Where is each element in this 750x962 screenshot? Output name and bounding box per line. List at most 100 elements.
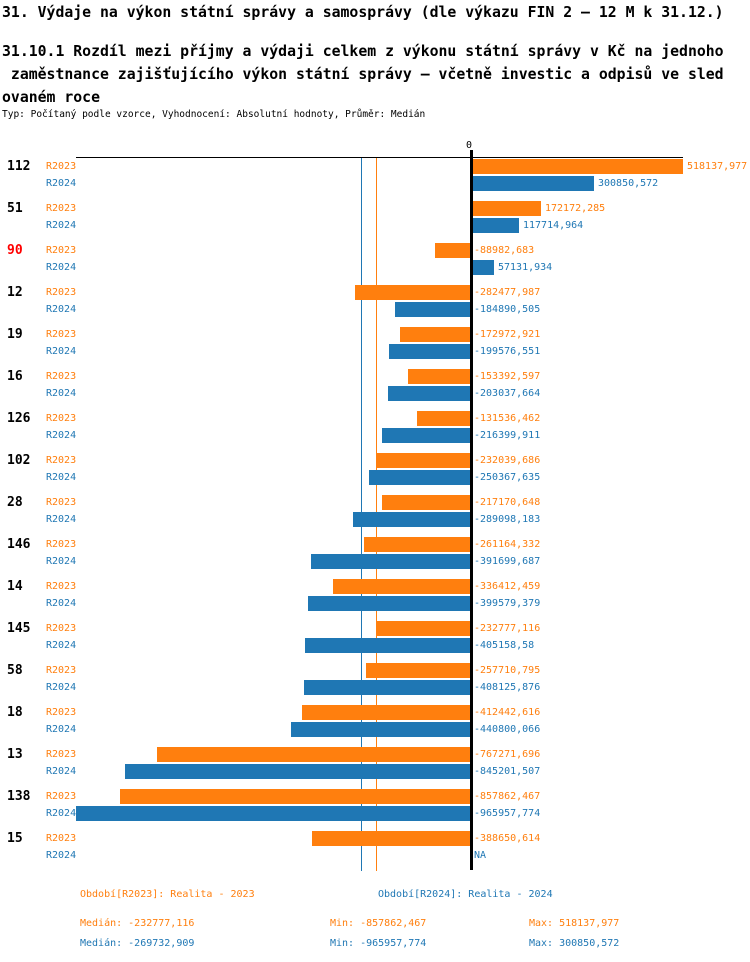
category-label: 51 (7, 201, 23, 216)
series-label-r2023: R2023 (46, 665, 77, 676)
report-subtitle-line-1: 31.10.1 Rozdíl mezi příjmy a výdaji celk… (2, 43, 724, 60)
zero-axis-line (469, 150, 473, 870)
value-label-r2024: -184890,505 (474, 304, 541, 315)
value-label-r2023: -232777,116 (474, 623, 541, 634)
series-label-r2023: R2023 (46, 791, 77, 802)
bar-r2024 (353, 512, 471, 527)
category-label: 138 (7, 789, 31, 804)
series-label-r2024: R2024 (46, 766, 77, 777)
series-label-r2024: R2024 (46, 724, 77, 735)
stat-min-r2024: Min: -965957,774 (330, 938, 427, 949)
value-label-r2023: -131536,462 (474, 413, 541, 424)
category-label: 112 (7, 159, 31, 174)
series-label-r2023: R2023 (46, 455, 77, 466)
category-label: 14 (7, 579, 23, 594)
value-label-r2024: -216399,911 (474, 430, 541, 441)
series-label-r2023: R2023 (46, 329, 77, 340)
value-label-r2024: 57131,934 (498, 262, 553, 273)
category-label: 146 (7, 537, 31, 552)
bar-r2023 (435, 243, 471, 258)
value-label-r2023: 518137,977 (687, 161, 748, 172)
value-label-r2024: -405158,58 (474, 640, 535, 651)
bar-r2024 (395, 302, 471, 317)
report-meta-line: Typ: Počítaný podle vzorce, Vyhodnocení:… (2, 109, 426, 120)
series-label-r2023: R2023 (46, 413, 77, 424)
series-label-r2023: R2023 (46, 203, 77, 214)
value-label-r2024: 300850,572 (598, 178, 659, 189)
series-label-r2024: R2024 (46, 220, 77, 231)
report-title: 31. Výdaje na výkon státní správy a samo… (2, 4, 724, 21)
value-label-r2023: -336412,459 (474, 581, 541, 592)
series-label-r2023: R2023 (46, 539, 77, 550)
bar-r2023 (157, 747, 471, 762)
series-label-r2024: R2024 (46, 850, 77, 861)
category-label: 58 (7, 663, 23, 678)
category-label: 16 (7, 369, 23, 384)
bar-r2024 (471, 218, 519, 233)
category-label: 126 (7, 411, 31, 426)
stat-median-r2023: Medián: -232777,116 (80, 918, 195, 929)
bar-r2023 (471, 201, 541, 216)
bar-r2024 (311, 554, 471, 569)
bar-r2023 (408, 369, 471, 384)
value-label-r2023: 172172,285 (545, 203, 606, 214)
series-label-r2024: R2024 (46, 598, 77, 609)
value-label-r2023: -412442,616 (474, 707, 541, 718)
bar-r2023 (312, 831, 471, 846)
bar-r2023 (120, 789, 471, 804)
bar-r2023 (355, 285, 471, 300)
bar-r2023 (471, 159, 683, 174)
category-label: 90 (7, 243, 23, 258)
series-label-r2023: R2023 (46, 497, 77, 508)
value-label-r2024: NA (474, 850, 487, 861)
series-label-r2023: R2023 (46, 623, 77, 634)
legend-r2023: Období[R2023]: Realita - 2023 (80, 889, 255, 900)
value-label-r2024: -203037,664 (474, 388, 541, 399)
legend-r2024: Období[R2024]: Realita - 2024 (378, 889, 553, 900)
report-subtitle-line-2: zaměstnance zajišťujícího výkon státní s… (2, 66, 724, 83)
bar-r2023 (382, 495, 471, 510)
value-label-r2023: -261164,332 (474, 539, 541, 550)
bar-r2023 (376, 453, 471, 468)
stat-max-r2023: Max: 518137,977 (529, 918, 620, 929)
bar-r2024 (125, 764, 471, 779)
x-axis-line (76, 157, 683, 158)
series-label-r2024: R2024 (46, 178, 77, 189)
series-label-r2023: R2023 (46, 749, 77, 760)
category-label: 12 (7, 285, 23, 300)
stat-max-r2024: Max: 300850,572 (529, 938, 620, 949)
series-label-r2024: R2024 (46, 808, 77, 819)
value-label-r2023: -217170,648 (474, 497, 541, 508)
category-label: 15 (7, 831, 23, 846)
bar-r2024 (382, 428, 471, 443)
category-label: 145 (7, 621, 31, 636)
stat-min-r2023: Min: -857862,467 (330, 918, 427, 929)
series-label-r2024: R2024 (46, 304, 77, 315)
value-label-r2024: -289098,183 (474, 514, 541, 525)
bar-r2023 (302, 705, 471, 720)
bar-r2024 (291, 722, 471, 737)
bar-r2023 (400, 327, 471, 342)
bar-r2023 (333, 579, 471, 594)
report-subtitle-line-3: ovaném roce (2, 89, 100, 106)
series-label-r2024: R2024 (46, 640, 77, 651)
value-label-r2023: -767271,696 (474, 749, 541, 760)
series-label-r2024: R2024 (46, 682, 77, 693)
value-label-r2023: -282477,987 (474, 287, 541, 298)
series-label-r2023: R2023 (46, 245, 77, 256)
value-label-r2024: -391699,687 (474, 556, 541, 567)
bar-r2024 (388, 386, 471, 401)
category-label: 28 (7, 495, 23, 510)
category-label: 102 (7, 453, 31, 468)
value-label-r2024: -199576,551 (474, 346, 541, 357)
category-label: 13 (7, 747, 23, 762)
series-label-r2024: R2024 (46, 556, 77, 567)
value-label-r2024: -440800,066 (474, 724, 541, 735)
stat-median-r2024: Medián: -269732,909 (80, 938, 195, 949)
value-label-r2023: -172972,921 (474, 329, 541, 340)
bar-r2024 (308, 596, 471, 611)
value-label-r2023: -388650,614 (474, 833, 541, 844)
value-label-r2023: -257710,795 (474, 665, 541, 676)
bar-r2023 (376, 621, 471, 636)
